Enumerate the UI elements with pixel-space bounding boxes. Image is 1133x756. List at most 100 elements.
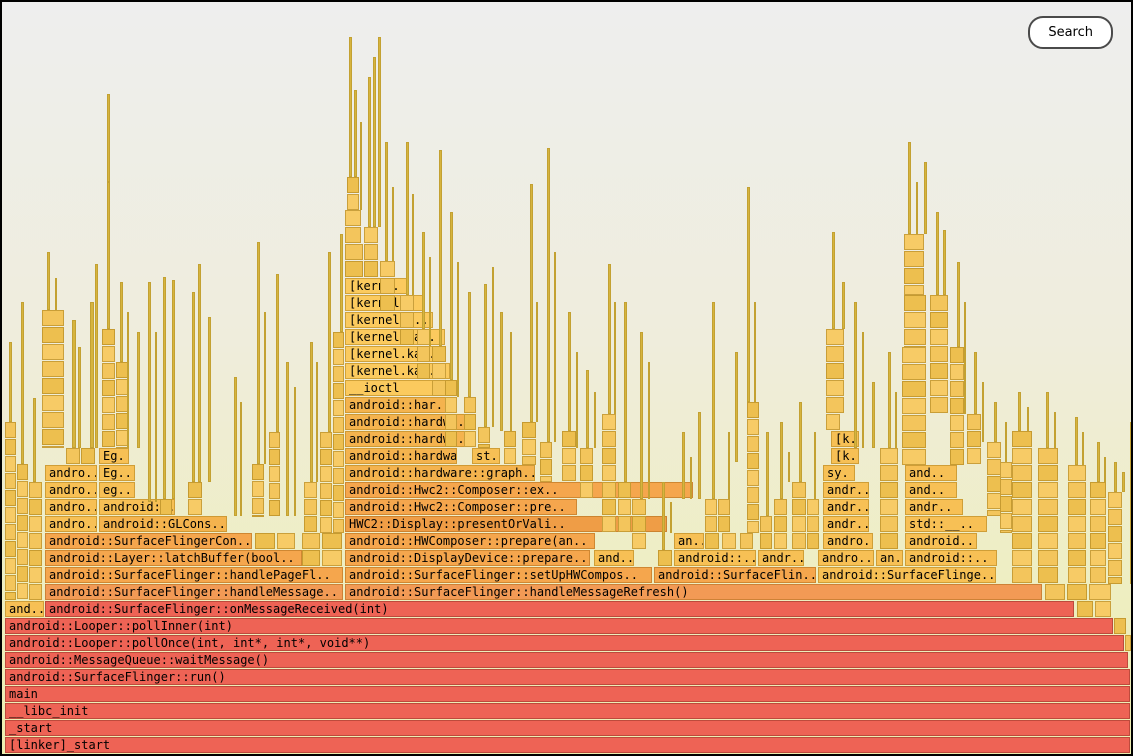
flame-frame-small[interactable] [747,521,759,533]
flame-frame-small[interactable] [417,346,430,362]
flame-frame-small[interactable] [1000,513,1012,529]
flame-spike[interactable] [360,122,362,210]
flame-frame-small[interactable] [304,499,317,515]
flame-frame-small[interactable] [747,470,759,486]
flame-frame-small[interactable] [5,507,16,523]
flame-frame-small[interactable] [774,516,787,532]
flame-spike[interactable] [354,90,357,177]
flame-frame-small[interactable] [1012,499,1032,515]
flame-spike[interactable] [1114,462,1117,492]
flame-frame-small[interactable] [333,383,344,399]
flame-frame-small[interactable] [880,482,898,498]
flame-frame-small[interactable] [1090,499,1106,515]
flame-spike[interactable] [107,182,110,329]
flame-spike[interactable] [586,370,589,448]
flame-spike[interactable] [670,502,672,533]
flame-frame-small[interactable] [1045,584,1065,600]
flame-frame-small[interactable] [188,499,202,515]
flame-frame-small[interactable] [42,395,64,411]
flame-spike[interactable] [1104,457,1106,482]
flame-spike[interactable] [698,412,701,499]
flame-frame-small[interactable] [417,363,430,379]
flame-frame-small[interactable] [602,448,616,464]
flame-frame-small[interactable] [1090,533,1106,549]
flame-frame-small[interactable] [464,414,476,430]
flame-frame-small[interactable] [364,227,378,243]
flame-frame-small[interactable] [580,465,593,481]
flame-frame-small[interactable] [364,261,378,277]
flame-frame[interactable]: Eg. [99,448,129,464]
flame-spike[interactable] [47,252,50,310]
flame-frame-small[interactable] [66,448,80,464]
flame-frame[interactable]: android::SurfaceFlinger::handleMessageRe… [345,584,1042,600]
flame-frame-small[interactable] [880,516,898,532]
flame-spike[interactable] [294,387,296,516]
flame-frame-small[interactable] [432,346,446,362]
flame-frame-small[interactable] [930,295,948,311]
flame-frame[interactable]: android::hardw.. [345,431,471,447]
flame-frame-small[interactable] [522,422,536,438]
flame-frame-small[interactable] [445,397,457,413]
flame-frame-small[interactable] [333,502,344,518]
flame-frame-small[interactable] [400,295,414,311]
flame-frame[interactable]: android::hardwa.. [345,448,457,464]
flame-spike[interactable] [530,184,533,422]
flame-spike[interactable] [450,212,453,380]
flame-frame-small[interactable] [760,533,772,549]
flame-frame[interactable]: andro.. [45,465,97,481]
flame-frame-small[interactable] [807,499,819,515]
flame-frame-small[interactable] [1108,577,1122,584]
flame-spike[interactable] [895,392,897,448]
flame-spike[interactable] [198,264,201,482]
flame-frame-small[interactable] [29,516,42,532]
flame-frame-small[interactable] [42,327,64,343]
flame-frame-small[interactable] [432,363,446,379]
flame-frame[interactable]: HWC2::Display::presentOrVali.. [345,516,667,532]
flame-frame-small[interactable] [930,397,948,413]
flame-spike[interactable] [1130,422,1131,584]
flame-frame[interactable]: android::Hwc2::Composer::pre.. [345,499,577,515]
flame-frame-small[interactable] [445,431,457,447]
flame-frame-small[interactable] [333,468,344,484]
flame-spike[interactable] [754,302,756,402]
flame-spike[interactable] [547,148,550,442]
flame-frame-small[interactable] [17,566,28,582]
flame-frame[interactable]: android::SurfaceFlinge.. [818,567,996,583]
flame-frame-small[interactable] [42,310,64,326]
flame-frame-small[interactable] [1077,601,1093,617]
flame-frame-small[interactable] [380,295,395,311]
flame-frame-small[interactable] [1089,584,1111,600]
flame-frame[interactable]: android.. [905,533,977,549]
flame-frame-small[interactable] [432,380,446,396]
flame-frame[interactable]: __ioctl [345,380,453,396]
flame-frame-small[interactable] [792,482,806,498]
flame-frame-small[interactable] [269,432,280,448]
flame-frame-small[interactable] [464,431,476,447]
flame-frame-small[interactable] [950,364,964,380]
flame-frame-small[interactable] [1108,543,1122,559]
flame-frame-small[interactable] [29,584,42,600]
flame-spike[interactable] [614,302,616,414]
flame-frame[interactable]: [linker]_start [5,737,1130,753]
flame-frame-small[interactable] [102,346,115,362]
flame-spike[interactable] [120,282,123,362]
flame-frame-small[interactable] [252,464,264,480]
flame-frame-small[interactable] [320,517,332,533]
flame-frame-small[interactable] [658,550,672,566]
flame-frame-small[interactable] [504,448,516,464]
flame-frame-small[interactable] [17,515,28,531]
flame-spike[interactable] [1082,432,1084,465]
flame-spike[interactable] [624,302,627,482]
flame-frame-small[interactable] [380,261,395,277]
flame-spike[interactable] [936,212,939,295]
flame-frame[interactable]: _start [5,720,1130,736]
flame-frame-small[interactable] [102,380,115,396]
flame-frame-small[interactable] [42,361,64,377]
flame-frame-small[interactable] [1012,550,1032,566]
flame-spike[interactable] [594,392,596,448]
flame-frame-small[interactable] [5,575,16,591]
flame-frame-small[interactable] [1012,431,1032,447]
flame-spike[interactable] [862,332,864,448]
flame-spike[interactable] [439,150,442,346]
flame-frame[interactable]: android::SurfaceFlinger::setUpHWCompos.. [345,567,652,583]
